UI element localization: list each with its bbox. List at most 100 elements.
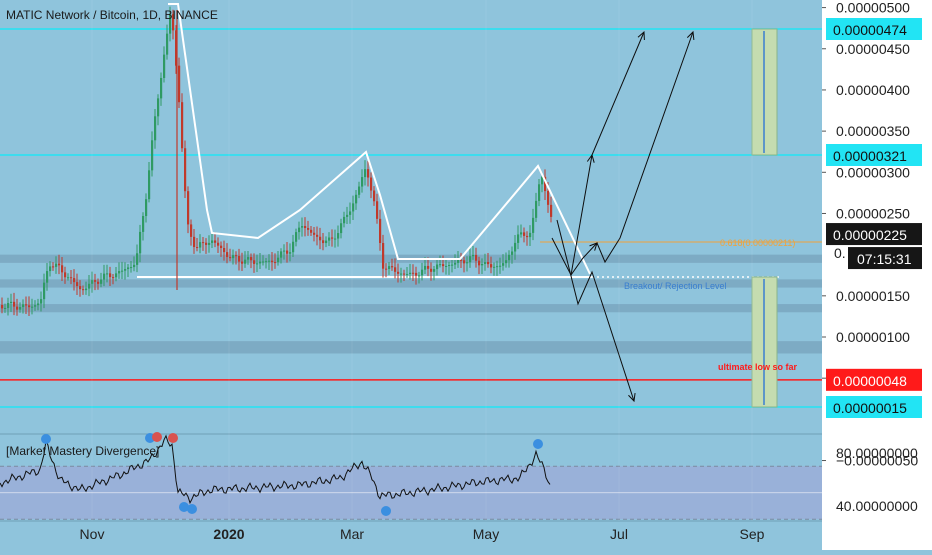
candle-body	[85, 288, 88, 291]
candle-body	[43, 282, 46, 300]
sr-zone	[0, 279, 822, 288]
x-tick-label: Nov	[80, 526, 105, 542]
y-tick-label: 0.00000150	[836, 288, 910, 304]
candle-body	[520, 232, 523, 235]
candle-body	[532, 217, 535, 233]
candle-body	[184, 148, 187, 192]
candle-body	[418, 275, 421, 277]
candle-body	[193, 236, 196, 248]
candle-body	[241, 261, 244, 264]
candle-body	[448, 264, 451, 266]
candle-body	[277, 257, 280, 263]
candle-body	[307, 227, 310, 230]
candle-body	[529, 232, 532, 238]
y-tick-label: 0.00000400	[836, 82, 910, 98]
sr-zone	[0, 341, 822, 354]
candle-body	[313, 232, 316, 235]
candle-body	[82, 289, 85, 291]
candle-body	[64, 272, 67, 278]
candle-body	[34, 305, 37, 307]
candle-body	[463, 260, 466, 264]
candle-body	[136, 253, 139, 265]
candle-body	[511, 251, 514, 255]
candle-body	[343, 216, 346, 224]
candle-body	[175, 30, 178, 66]
candle-body	[523, 232, 526, 236]
candle-body	[361, 177, 364, 187]
projection-arrow	[596, 31, 694, 264]
pattern-line	[168, 3, 591, 275]
candle-body	[118, 271, 121, 274]
oscillator-tick-label: 40.00000000	[836, 498, 918, 514]
candle-body	[490, 264, 493, 268]
candle-body	[328, 237, 331, 241]
candle-body	[442, 264, 445, 267]
candle-body	[535, 200, 538, 218]
candle-body	[412, 272, 415, 274]
divergence-marker	[41, 434, 51, 444]
divergence-marker	[533, 439, 543, 449]
candle-body	[355, 194, 358, 204]
projection-arrow	[570, 242, 598, 276]
candle-body	[364, 169, 367, 178]
candle-body	[142, 216, 145, 232]
candle-body	[7, 303, 10, 308]
y-tick-label: 0.00000450	[836, 41, 910, 57]
candle-body	[226, 252, 229, 258]
y-tick-label: 0.00000250	[836, 205, 910, 221]
candle-body	[79, 286, 82, 290]
candle-body	[319, 236, 322, 241]
candle-body	[202, 242, 205, 244]
candle-body	[91, 280, 94, 284]
breakout-label: Breakout/ Rejection Level	[624, 281, 727, 291]
candle-body	[403, 273, 406, 275]
candle-body	[88, 283, 91, 289]
candle-body	[427, 265, 430, 269]
candle-body	[259, 261, 262, 264]
candle-body	[46, 271, 49, 283]
candle-body	[13, 301, 16, 307]
candle-body	[337, 233, 340, 239]
candle-body	[31, 306, 34, 308]
divergence-marker	[168, 433, 178, 443]
y-tick-label: 0.00000100	[836, 329, 910, 345]
y-tick-label: 0.00000300	[836, 164, 910, 180]
candle-body	[325, 240, 328, 244]
price-badge	[826, 144, 922, 166]
candle-body	[232, 255, 235, 259]
candle-body	[409, 272, 412, 275]
candle-body	[526, 235, 529, 238]
y-tick-label: 0.	[834, 245, 846, 261]
candle-body	[382, 243, 385, 269]
candle-body	[475, 254, 478, 261]
candle-body	[19, 307, 22, 310]
candle-body	[424, 265, 427, 270]
current-price-badge	[826, 223, 922, 246]
candle-body	[445, 265, 448, 267]
candle-body	[190, 224, 193, 237]
candle-body	[340, 223, 343, 234]
divergence-marker	[152, 432, 162, 442]
candle-body	[235, 255, 238, 257]
candle-body	[388, 266, 391, 269]
candle-body	[208, 242, 211, 245]
projection-arrow	[591, 31, 645, 156]
candle-body	[151, 140, 154, 171]
oscillator-tick-label: 80.00000000	[836, 445, 918, 461]
axis-panel	[822, 0, 932, 550]
candle-body	[67, 277, 70, 279]
candle-body	[157, 98, 160, 117]
projection-arrow	[556, 219, 635, 402]
candle-body	[160, 77, 163, 99]
candle-body	[37, 303, 40, 306]
candle-body	[58, 263, 61, 266]
candle-body	[4, 307, 7, 309]
candle-body	[292, 241, 295, 253]
candle-body	[547, 191, 550, 205]
price-badge-label: 0.00000048	[833, 373, 907, 389]
candle-body	[148, 170, 151, 200]
candle-body	[229, 257, 232, 259]
candle-body	[517, 234, 520, 243]
candle-body	[487, 262, 490, 265]
